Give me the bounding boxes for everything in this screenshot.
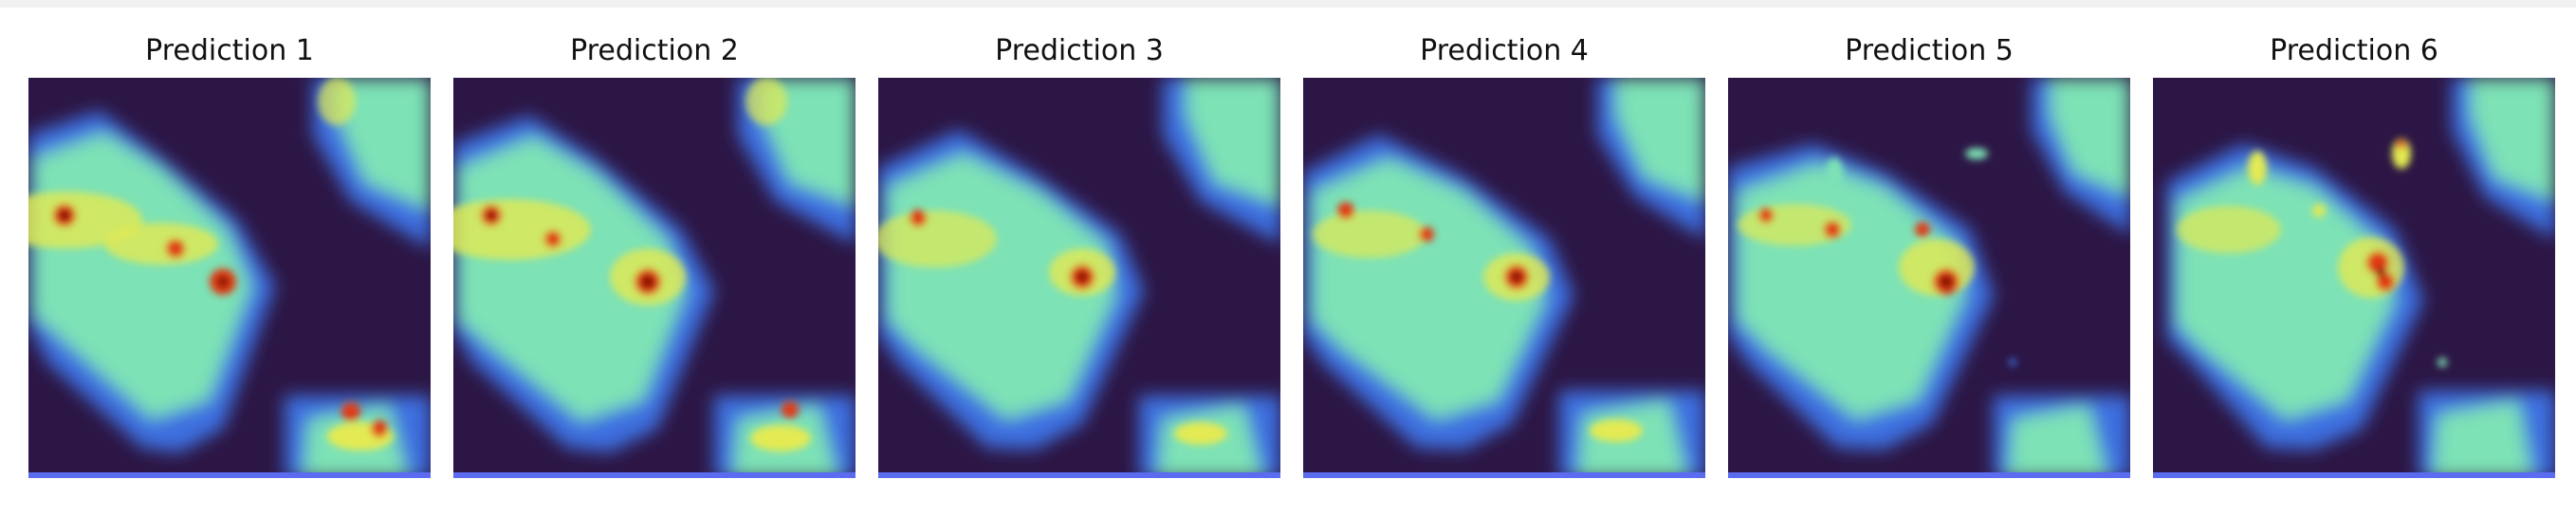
top-strip [0,0,2576,8]
panel-title: Prediction 6 [2270,34,2438,67]
panel-title: Prediction 1 [145,34,314,67]
heatmap-image [453,78,856,478]
panel-title: Prediction 3 [995,34,1164,67]
heatmap-image [28,78,431,478]
heatmap-image [1303,78,1705,478]
panel-title: Prediction 4 [1420,34,1589,67]
panel-title: Prediction 5 [1845,34,2014,67]
heatmap-image [1728,78,2130,478]
heatmap-image [878,78,1280,478]
heatmap-image [2153,78,2555,478]
panel-title: Prediction 2 [570,34,739,67]
